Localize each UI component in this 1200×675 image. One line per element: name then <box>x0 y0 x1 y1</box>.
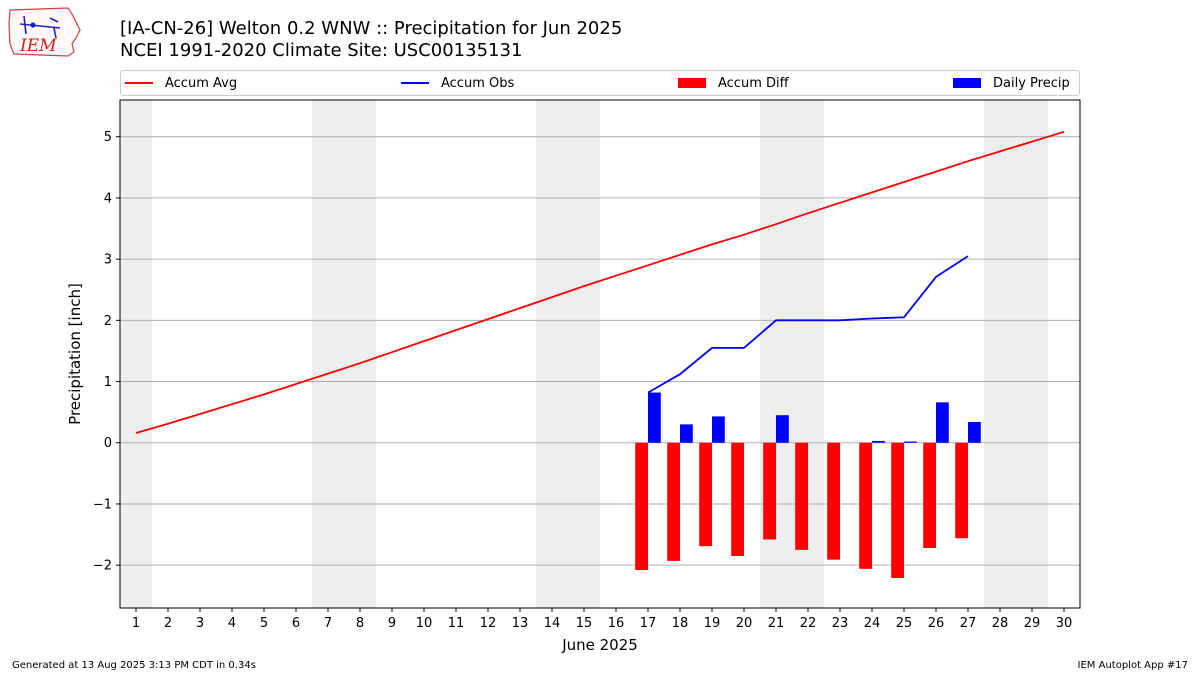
weather-instruments-icon <box>19 15 61 39</box>
plot-frame <box>119 99 1081 609</box>
accum-diff-bars <box>635 442 968 579</box>
x-tick-label: 7 <box>324 616 332 631</box>
x-tick-label: 9 <box>388 616 396 631</box>
weekend-band-day-28 <box>984 100 1016 608</box>
x-tick-label: 13 <box>512 616 529 631</box>
daily-precip-bar-day-19 <box>712 416 725 443</box>
y-tick-label: 2 <box>104 314 112 329</box>
x-axis-ticks: 1 2 3 4 5 6 7 8 9 10 11 12 13 14 15 16 17 18 19 20 21 22 23 24 2… <box>132 608 1072 631</box>
daily-precip-bar-day-24 <box>872 440 885 443</box>
accum-diff-bar-day-18 <box>667 442 680 561</box>
legend-swatch-accum-avg <box>125 82 153 84</box>
iowa-outline-icon <box>8 7 81 57</box>
x-tick-label: 4 <box>228 616 236 631</box>
x-tick-label: 26 <box>928 616 945 631</box>
x-tick-label: 11 <box>448 616 465 631</box>
accum-diff-bar-day-25 <box>891 442 904 579</box>
x-tick-label: 24 <box>864 616 881 631</box>
x-tick-label: 2 <box>164 616 172 631</box>
legend-swatch-daily-precip <box>953 78 981 88</box>
iem-logo: IEM <box>8 7 81 57</box>
x-tick-label: 10 <box>416 616 433 631</box>
x-tick-label: 6 <box>292 616 300 631</box>
x-tick-label: 21 <box>768 616 785 631</box>
legend-item-accum-obs: Accum Obs <box>401 71 514 95</box>
daily-precip-bar-day-25 <box>904 441 917 443</box>
y-axis-ticks: −2 −1 0 1 2 3 4 5 <box>93 130 120 574</box>
accum-diff-bar-day-27 <box>955 442 968 539</box>
legend-label-accum-avg: Accum Avg <box>165 75 238 91</box>
x-tick-label: 1 <box>132 616 140 631</box>
accum-diff-bar-day-22 <box>795 442 808 550</box>
legend-item-accum-diff: Accum Diff <box>678 71 789 95</box>
legend-label-accum-obs: Accum Obs <box>441 75 515 91</box>
y-tick-label: −2 <box>93 559 112 574</box>
y-tick-label: −1 <box>93 497 112 512</box>
x-tick-label: 23 <box>832 616 849 631</box>
legend-swatch-accum-obs <box>401 82 429 84</box>
y-tick-label: 1 <box>104 375 112 390</box>
x-tick-label: 18 <box>672 616 689 631</box>
weekend-band-day-1 <box>120 100 152 608</box>
x-tick-label: 16 <box>608 616 625 631</box>
weekend-band-day-8 <box>344 100 376 608</box>
y-gridlines <box>120 136 1080 566</box>
daily-precip-bar-day-21 <box>776 415 789 443</box>
daily-precip-bar-day-18 <box>680 424 693 443</box>
legend-item-accum-avg: Accum Avg <box>125 71 237 95</box>
legend-label-accum-diff: Accum Diff <box>718 75 789 91</box>
chart-legend: Accum Avg Accum Obs Accum Diff Daily Pre… <box>120 70 1080 96</box>
x-tick-label: 20 <box>736 616 753 631</box>
accum-avg-line <box>135 130 1065 434</box>
accum-diff-bar-day-21 <box>763 442 776 540</box>
x-tick-label: 28 <box>992 616 1009 631</box>
y-tick-label: 0 <box>104 436 112 451</box>
weekend-band-day-15 <box>568 100 600 608</box>
accum-diff-bar-day-20 <box>731 442 744 556</box>
chart-subtitle: NCEI 1991-2020 Climate Site: USC00135131 <box>120 40 523 61</box>
weekend-band-day-29 <box>1016 100 1048 608</box>
accum-diff-bar-day-23 <box>827 442 840 560</box>
x-tick-label: 30 <box>1056 616 1073 631</box>
chart-title: [IA-CN-26] Welton 0.2 WNW :: Precipitati… <box>120 18 623 39</box>
x-tick-label: 5 <box>260 616 268 631</box>
accum-diff-bar-day-24 <box>859 442 872 569</box>
y-axis-label: Precipitation [inch] <box>66 283 84 425</box>
accum-diff-bar-day-19 <box>699 442 712 547</box>
x-tick-label: 17 <box>640 616 657 631</box>
daily-precip-bar-day-26 <box>936 402 949 443</box>
accum-obs-line <box>647 255 969 394</box>
legend-label-daily-precip: Daily Precip <box>993 75 1070 91</box>
y-tick-label: 4 <box>104 191 112 206</box>
accum-diff-bar-day-26 <box>923 442 936 549</box>
x-tick-label: 15 <box>576 616 593 631</box>
logo-text: IEM <box>19 36 57 56</box>
generated-timestamp: Generated at 13 Aug 2025 3:13 PM CDT in … <box>12 660 256 671</box>
x-tick-label: 22 <box>800 616 817 631</box>
weekend-band-day-14 <box>536 100 568 608</box>
y-tick-label: 5 <box>104 130 112 145</box>
x-tick-label: 25 <box>896 616 913 631</box>
weekend-band-day-7 <box>312 100 344 608</box>
daily-precip-bar-day-27 <box>968 421 981 443</box>
daily-precip-bars <box>648 392 981 443</box>
app-label: IEM Autoplot App #17 <box>1077 660 1188 671</box>
x-tick-label: 3 <box>196 616 204 631</box>
x-tick-label: 27 <box>960 616 977 631</box>
x-tick-label: 14 <box>544 616 561 631</box>
y-tick-label: 3 <box>104 253 112 268</box>
x-tick-label: 12 <box>480 616 497 631</box>
legend-swatch-accum-diff <box>678 78 706 88</box>
x-tick-label: 19 <box>704 616 721 631</box>
legend-item-daily-precip: Daily Precip <box>953 71 1070 95</box>
x-axis-label: June 2025 <box>561 636 638 654</box>
x-tick-label: 29 <box>1024 616 1041 631</box>
series-lines <box>135 130 1065 434</box>
x-tick-label: 8 <box>356 616 364 631</box>
weekend-shading <box>120 100 1048 608</box>
daily-precip-bar-day-17 <box>648 392 661 443</box>
accum-diff-bar-day-17 <box>635 442 648 571</box>
